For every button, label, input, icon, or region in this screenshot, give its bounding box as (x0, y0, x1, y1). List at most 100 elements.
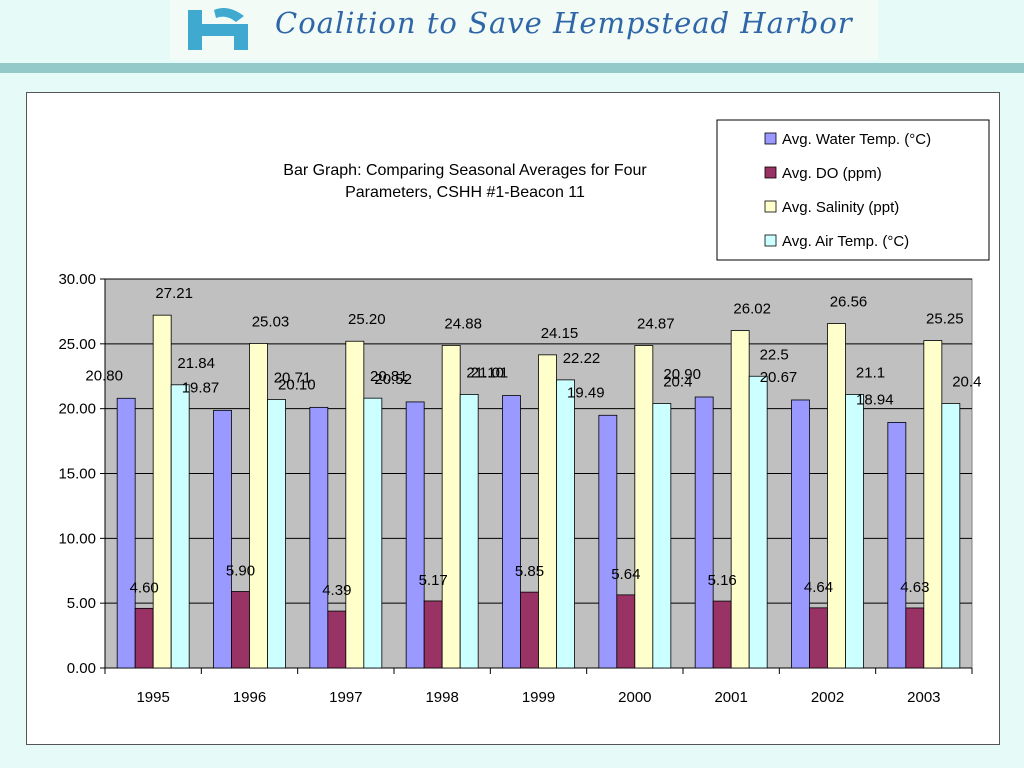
bar (309, 406, 329, 669)
y-tick-label: 0.00 (67, 660, 96, 677)
bar (748, 375, 768, 669)
bar (327, 610, 347, 669)
data-label: 5.16 (708, 572, 737, 589)
x-tick-label: 2000 (618, 689, 651, 706)
bar (730, 330, 750, 669)
y-tick-label: 5.00 (67, 595, 96, 612)
bar (405, 401, 425, 669)
data-label: 20.4 (663, 373, 692, 390)
data-label: 26.02 (733, 301, 771, 318)
bar (598, 414, 618, 669)
data-label: 25.20 (348, 311, 386, 328)
legend-swatch (764, 200, 777, 213)
bar (923, 340, 943, 669)
data-label: 19.49 (567, 384, 605, 401)
legend (716, 119, 990, 261)
bar (845, 394, 864, 669)
data-label: 21.01 (471, 365, 509, 382)
data-label: 5.64 (611, 566, 640, 583)
chart-title: Bar Graph: Comparing Seasonal Averages f… (283, 162, 647, 179)
bar (791, 399, 810, 669)
x-tick-label: 2001 (714, 689, 747, 706)
bar (712, 600, 732, 669)
header-bar (0, 63, 1024, 73)
data-label: 24.87 (637, 316, 675, 333)
legend-swatch (764, 234, 777, 247)
data-label: 18.94 (856, 391, 894, 408)
data-label: 4.64 (804, 579, 833, 596)
bar (520, 591, 539, 669)
bar (213, 409, 232, 669)
data-label: 25.03 (252, 313, 290, 330)
bar (423, 600, 443, 669)
data-label: 24.88 (444, 315, 482, 332)
bar (502, 395, 521, 669)
bar (634, 345, 654, 669)
bar-chart: 0.00 5.00 10.00 15.00 20.00 25.00 30.00 1995 199… (58, 119, 990, 706)
data-label: 24.15 (541, 325, 579, 342)
data-label: 22.22 (563, 350, 601, 367)
data-label: 20.52 (374, 371, 412, 388)
bar (556, 379, 575, 669)
x-tick-label: 1998 (425, 689, 458, 706)
bar (905, 607, 925, 669)
bar (616, 594, 636, 669)
legend-label: Avg. Water Temp. (°C) (782, 131, 931, 148)
data-label: 20.80 (85, 367, 123, 384)
data-label: 25.25 (926, 311, 964, 328)
bar (249, 343, 268, 669)
bar (152, 314, 172, 669)
data-label: 21.10 (466, 364, 504, 381)
bar (345, 340, 365, 669)
y-tick-label: 20.00 (58, 401, 96, 418)
bar (441, 344, 461, 669)
data-label: 27.21 (155, 285, 193, 302)
bar (652, 403, 672, 669)
data-label: 5.17 (419, 572, 448, 589)
data-label: 5.85 (515, 563, 544, 580)
x-tick-label: 1996 (233, 689, 266, 706)
y-tick-label: 30.00 (58, 271, 96, 288)
data-label: 20.10 (278, 376, 316, 393)
data-label: 4.39 (322, 582, 351, 599)
bar (538, 354, 557, 669)
x-tick-label: 2002 (811, 689, 844, 706)
bar (459, 394, 479, 669)
legend-label: Avg. Air Temp. (°C) (782, 233, 909, 250)
x-tick-label: 1995 (136, 689, 169, 706)
chart-frame: 0.00 5.00 10.00 15.00 20.00 25.00 30.00 1995 199… (26, 92, 1000, 745)
bar (116, 397, 136, 669)
x-tick-label: 1999 (522, 689, 555, 706)
header-logo: Coalition to Save Hempstead Harbor (170, 0, 878, 60)
bar (694, 396, 714, 669)
data-label: 20.71 (274, 369, 312, 386)
data-label: 21.1 (856, 364, 885, 381)
bar (887, 422, 907, 669)
legend-swatch (764, 132, 777, 145)
bar (809, 607, 828, 669)
bar (267, 399, 286, 669)
bar (170, 384, 190, 669)
legend-label: Avg. Salinity (ppt) (782, 199, 899, 216)
bar (827, 323, 846, 669)
data-label: 22.5 (760, 346, 789, 363)
x-tick-label: 1997 (329, 689, 362, 706)
data-label: 4.63 (900, 579, 929, 596)
org-name: Coalition to Save Hempstead Harbor (275, 6, 853, 40)
y-tick-label: 15.00 (58, 466, 96, 483)
data-label: 21.84 (177, 355, 215, 372)
data-label: 26.56 (830, 294, 868, 311)
data-label: 4.60 (130, 579, 159, 596)
x-tick-label: 2003 (907, 689, 940, 706)
data-label: 20.81 (370, 368, 408, 385)
legend-swatch (764, 166, 777, 179)
data-label: 19.87 (182, 379, 220, 396)
legend-label: Avg. DO (ppm) (782, 165, 882, 182)
y-tick-label: 10.00 (58, 530, 96, 547)
bar (231, 591, 250, 669)
data-label: 20.4 (952, 373, 981, 390)
chart-title: Parameters, CSHH #1-Beacon 11 (345, 184, 585, 201)
y-tick-label: 25.00 (58, 336, 96, 353)
bar (134, 607, 154, 669)
bar (363, 397, 383, 669)
